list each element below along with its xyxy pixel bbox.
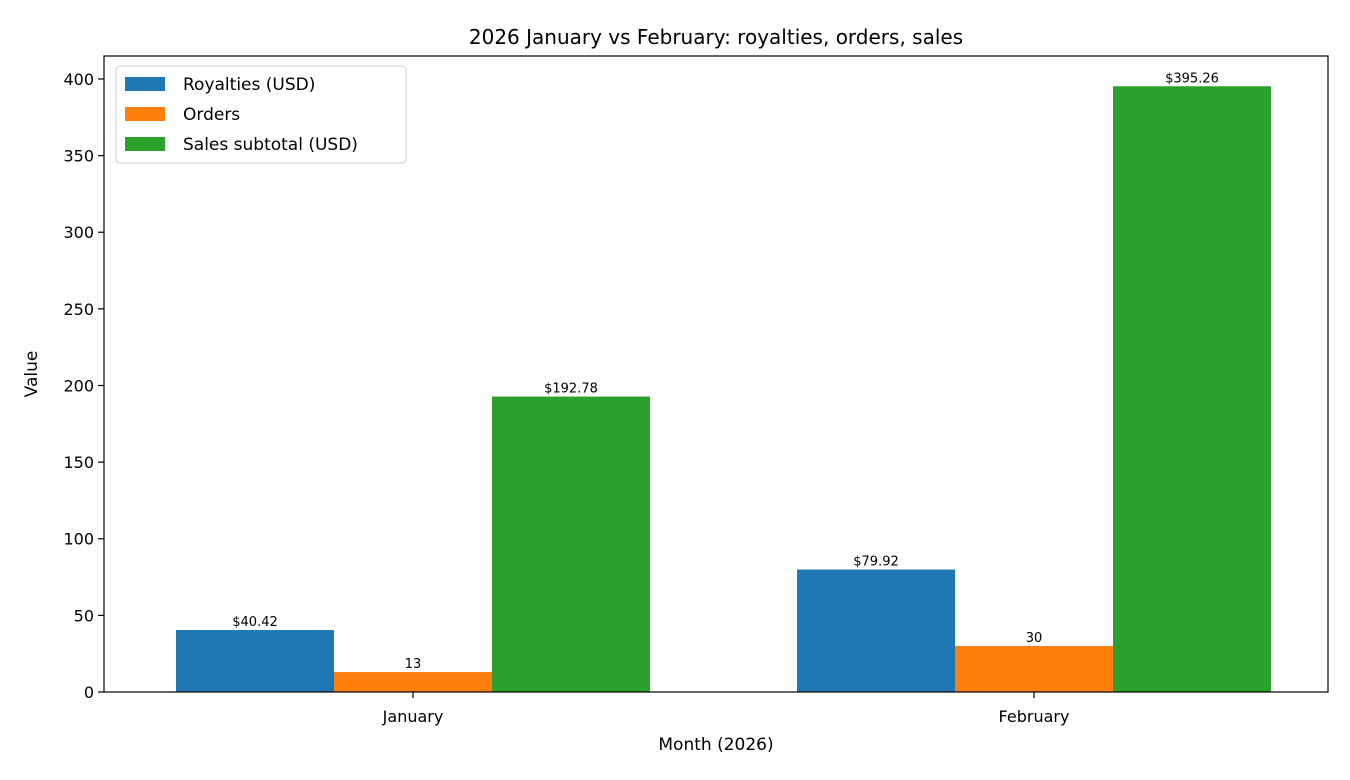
bar-value-label: 30 xyxy=(1026,631,1043,646)
y-axis-title: Value xyxy=(22,351,42,398)
legend: Royalties (USD) Orders Sales subtotal (USD… xyxy=(115,65,407,164)
bar-orders-january xyxy=(334,672,492,692)
y-tick-label: 350 xyxy=(63,147,94,166)
legend-swatch xyxy=(125,107,165,121)
y-tick-label: 50 xyxy=(74,606,94,625)
y-tick-label: 400 xyxy=(63,70,94,89)
y-tick-label: 200 xyxy=(63,376,94,395)
bar-orders-february xyxy=(955,646,1113,692)
x-tick-label-february: February xyxy=(999,707,1070,726)
y-tick-label: 100 xyxy=(63,530,94,549)
legend-swatch xyxy=(125,77,165,91)
chart-title: 2026 January vs February: royalties, ord… xyxy=(469,25,963,49)
legend-swatch xyxy=(125,137,165,151)
bars-group xyxy=(176,86,1271,693)
x-tick-label-january: January xyxy=(382,707,444,726)
y-axis: 0 50 100 150 200 250 300 350 400 xyxy=(63,70,104,702)
y-tick-label: 0 xyxy=(84,683,94,702)
bar-royalties-usd-february xyxy=(797,569,955,692)
y-tick-label: 300 xyxy=(63,223,94,242)
bar-sales-subtotal-usd-february xyxy=(1113,86,1271,693)
x-axis: January February xyxy=(382,692,1070,726)
y-tick-label: 250 xyxy=(63,300,94,319)
bar-labels-group: $40.42 13 $192.78 $79.92 30 $395.26 xyxy=(232,71,1219,672)
legend-entry-label: Sales subtotal (USD) xyxy=(183,135,358,155)
y-tick-label: 150 xyxy=(63,453,94,472)
bar-value-label: 13 xyxy=(405,657,422,672)
bar-value-label: $79.92 xyxy=(853,555,899,570)
legend-entry-label: Orders xyxy=(183,105,240,125)
bar-value-label: $192.78 xyxy=(544,382,598,397)
bar-sales-subtotal-usd-january xyxy=(492,396,650,692)
x-axis-title: Month (2026) xyxy=(658,735,773,755)
legend-entry-label: Royalties (USD) xyxy=(183,75,315,95)
bar-value-label: $395.26 xyxy=(1165,71,1219,86)
bar-royalties-usd-january xyxy=(176,630,334,692)
legend-box xyxy=(115,65,407,164)
bar-value-label: $40.42 xyxy=(232,615,278,630)
plot-frame xyxy=(103,55,1329,693)
